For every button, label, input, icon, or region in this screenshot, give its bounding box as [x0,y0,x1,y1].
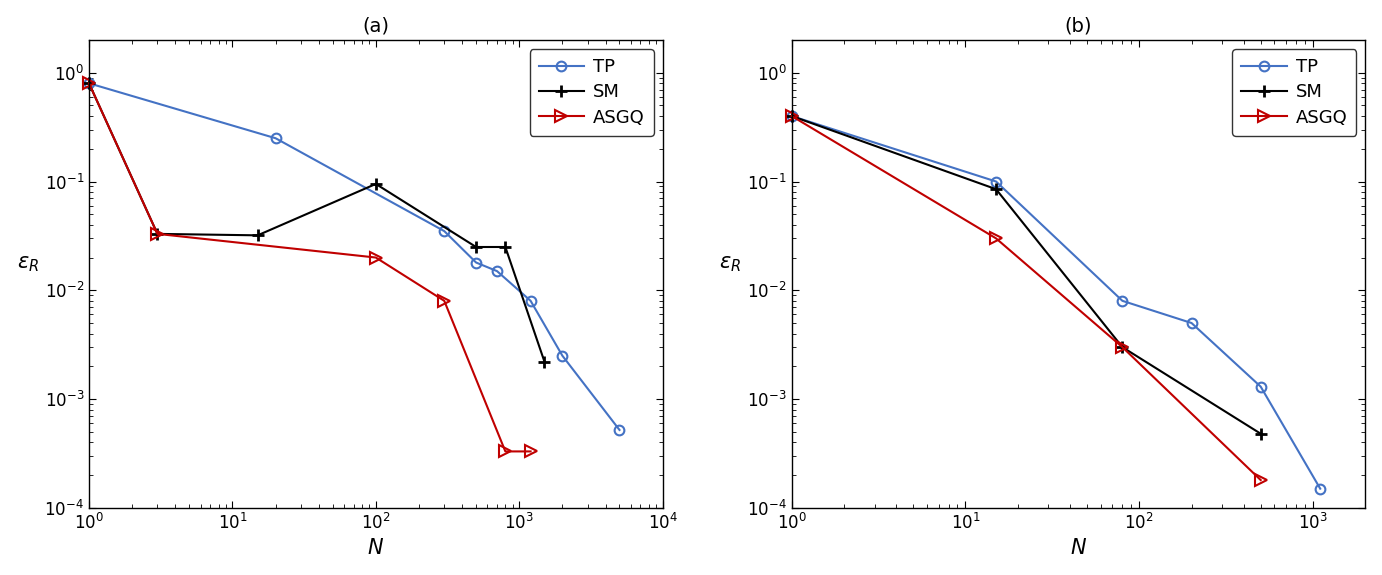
TP [611,427,627,434]
X-axis label: $N$: $N$ [1070,538,1088,558]
SM [498,244,514,251]
TP [435,228,452,235]
ASGQ [1252,477,1269,484]
Legend: TP, SM, ASGQ: TP, SM, ASGQ [1233,49,1356,136]
SM [149,231,166,237]
Y-axis label: $\varepsilon_R$: $\varepsilon_R$ [17,254,39,274]
TP [988,178,1005,185]
Line: ASGQ: ASGQ [83,78,536,457]
ASGQ [368,254,384,261]
TP [489,268,506,275]
SM [536,358,553,365]
ASGQ [435,297,452,304]
TP [1114,297,1130,304]
SM [1252,430,1269,437]
SM [249,232,265,239]
ASGQ [784,113,800,120]
ASGQ [1114,344,1130,351]
ASGQ [522,448,539,455]
Y-axis label: $\varepsilon_R$: $\varepsilon_R$ [720,254,741,274]
SM [988,186,1005,193]
SM [784,113,800,120]
X-axis label: $N$: $N$ [368,538,384,558]
Line: TP: TP [786,111,1325,493]
TP [467,259,484,266]
ASGQ [149,231,166,237]
SM [1114,344,1130,351]
Line: SM: SM [83,77,551,368]
SM [467,244,484,251]
Title: (a): (a) [362,17,390,36]
ASGQ [80,80,97,87]
TP [1252,383,1269,390]
TP [267,135,283,141]
TP [1183,320,1200,327]
Title: (b): (b) [1064,17,1092,36]
TP [522,297,539,304]
ASGQ [988,235,1005,242]
SM [368,181,384,187]
TP [784,113,800,120]
Line: ASGQ: ASGQ [786,110,1266,486]
Line: SM: SM [785,110,1267,440]
Legend: TP, SM, ASGQ: TP, SM, ASGQ [529,49,654,136]
TP [80,80,97,87]
TP [1312,485,1328,492]
Line: TP: TP [84,78,625,435]
SM [80,80,97,87]
TP [554,352,571,359]
ASGQ [498,448,514,455]
